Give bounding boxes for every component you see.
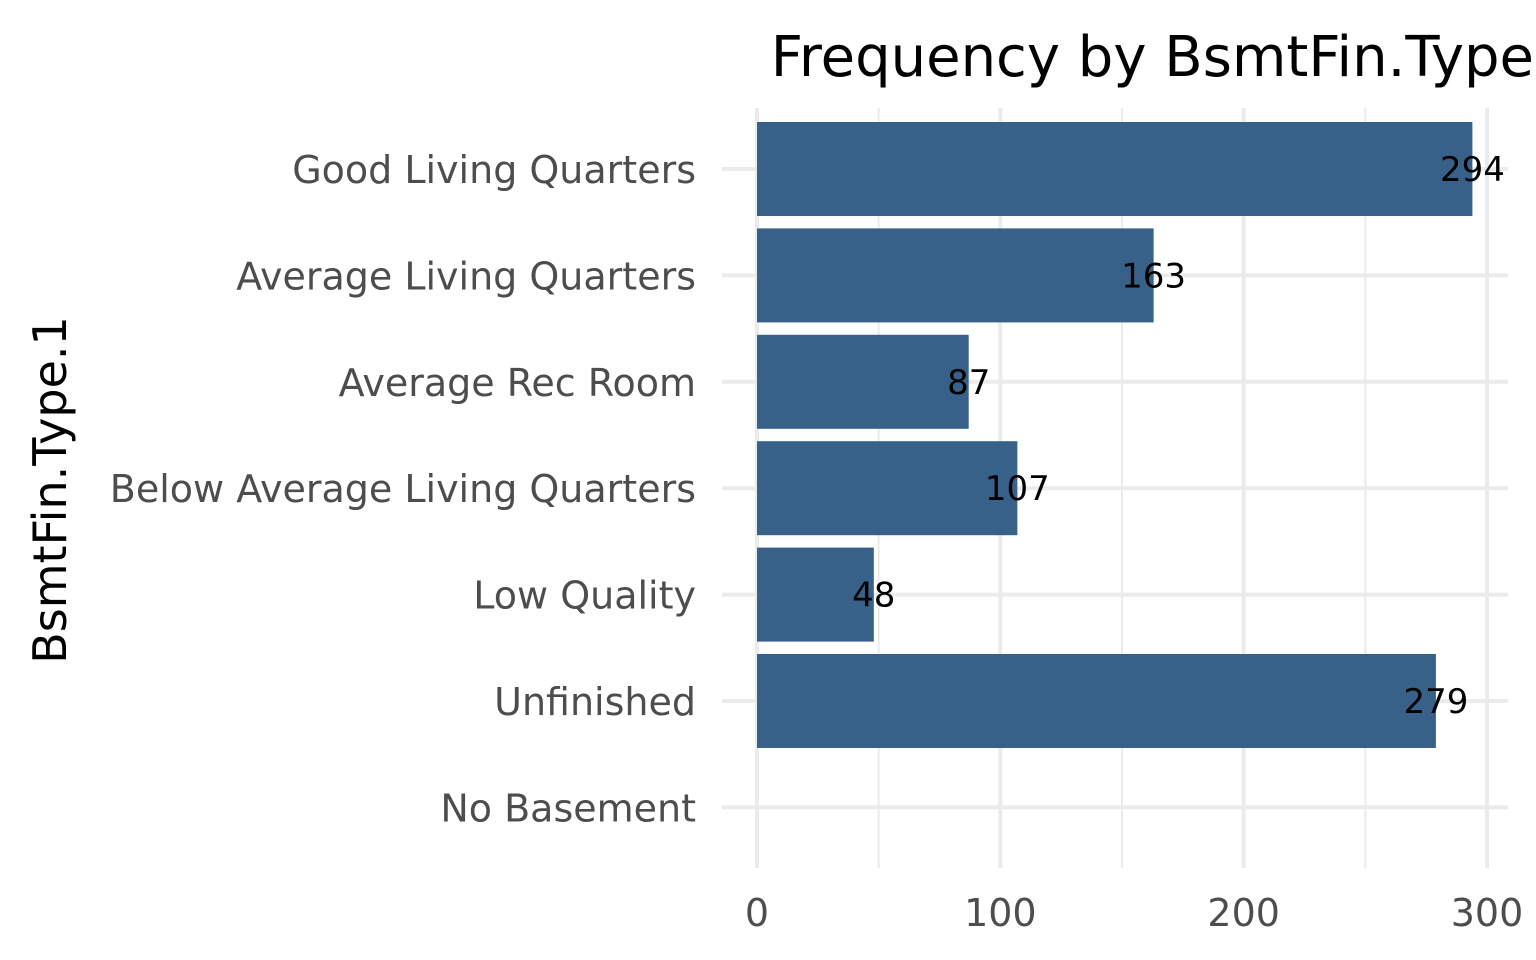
category-label-6: No Basement xyxy=(440,786,696,830)
data-labels: 294 163 87 107 48 279 xyxy=(852,150,1505,722)
x-tick-label-3: 300 xyxy=(1451,891,1524,935)
data-label-2: 87 xyxy=(947,363,990,403)
bar-1 xyxy=(757,228,1154,323)
x-tick-label-0: 0 xyxy=(745,891,769,935)
category-labels: Good Living Quarters Average Living Quart… xyxy=(110,148,696,830)
category-label-4: Low Quality xyxy=(473,574,696,618)
bar-3 xyxy=(757,441,1018,536)
category-label-0: Good Living Quarters xyxy=(292,148,696,192)
bars xyxy=(757,122,1473,748)
data-label-4: 48 xyxy=(852,576,895,616)
category-label-5: Unfinished xyxy=(494,680,696,724)
category-label-3: Below Average Living Quarters xyxy=(110,467,696,511)
chart-title: Frequency by BsmtFin.Type xyxy=(771,25,1534,90)
bar-4 xyxy=(757,547,874,642)
bar-5 xyxy=(757,654,1436,748)
data-label-3: 107 xyxy=(985,469,1050,509)
data-label-5: 279 xyxy=(1403,682,1468,722)
x-tick-label-1: 100 xyxy=(964,891,1037,935)
category-label-2: Average Rec Room xyxy=(339,361,696,405)
x-axis-ticks: 0 100 200 300 xyxy=(745,891,1523,935)
category-label-1: Average Living Quarters xyxy=(236,254,696,298)
data-label-1: 163 xyxy=(1121,256,1186,296)
data-label-0: 294 xyxy=(1440,150,1505,190)
bar-2 xyxy=(757,334,969,429)
bar-0 xyxy=(757,122,1473,216)
x-tick-label-2: 200 xyxy=(1207,891,1280,935)
y-axis-label: BsmtFin.Type.1 xyxy=(23,316,77,664)
